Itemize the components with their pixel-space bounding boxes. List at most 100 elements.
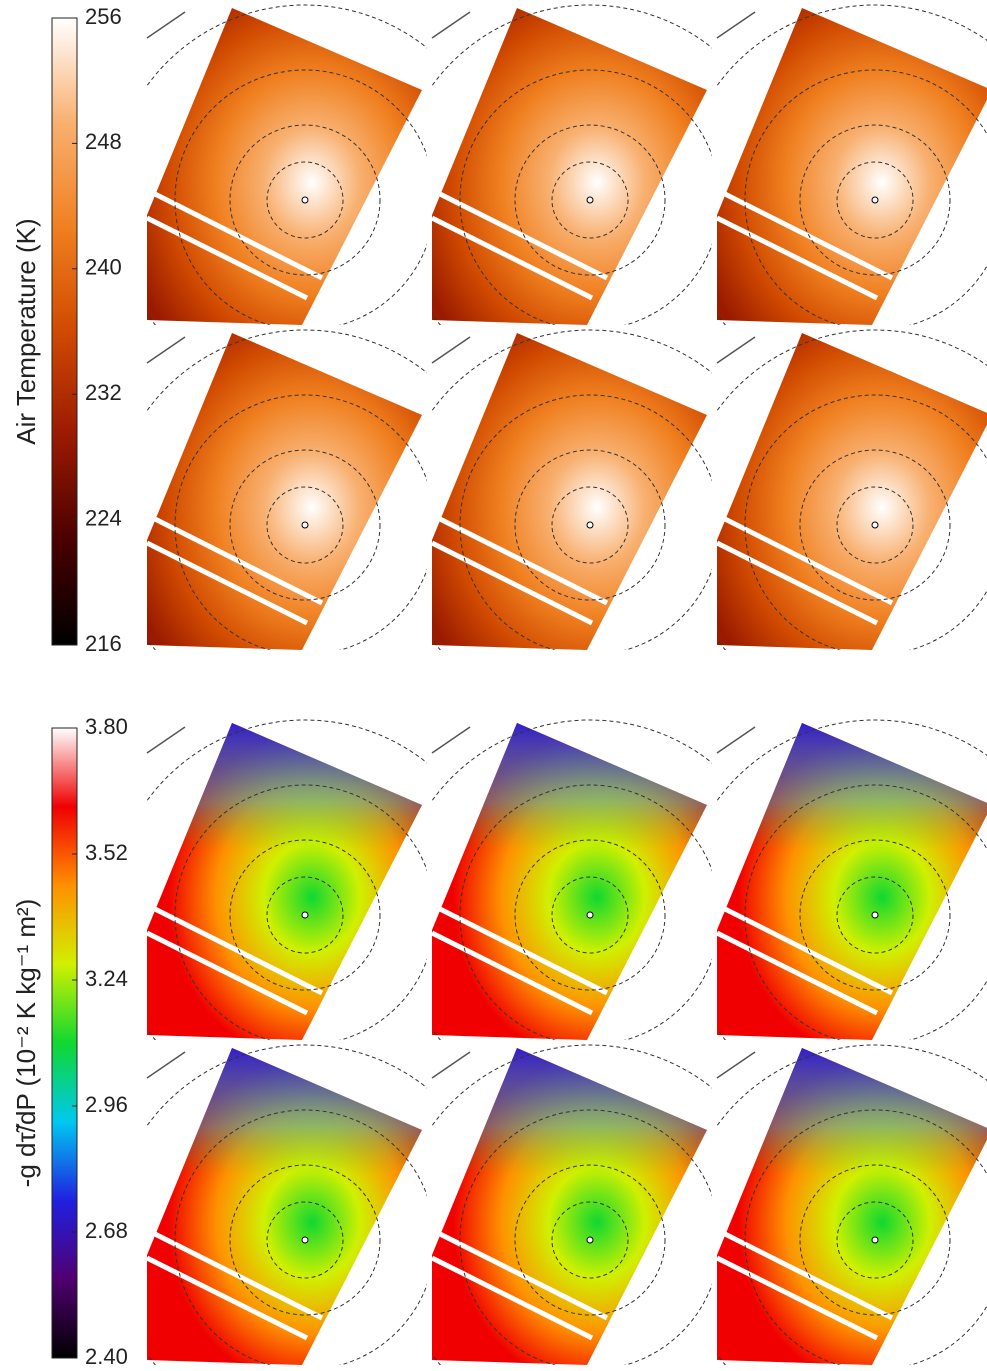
map-swath bbox=[717, 333, 987, 650]
center-mark bbox=[301, 196, 309, 204]
corner-mark bbox=[431, 1051, 471, 1079]
map-panel bbox=[715, 329, 987, 650]
corner-mark bbox=[716, 11, 756, 39]
gap-stripe bbox=[430, 187, 609, 281]
gap-stripe bbox=[430, 512, 609, 606]
map-panel bbox=[430, 719, 712, 1040]
map-panel bbox=[715, 1044, 987, 1365]
gap-stripe bbox=[715, 540, 879, 626]
map-panel bbox=[145, 329, 427, 650]
center-mark bbox=[871, 521, 879, 529]
corner-mark bbox=[716, 726, 756, 754]
gap-stripe bbox=[145, 512, 324, 606]
map-panel bbox=[430, 1044, 712, 1365]
tick-label: 3.80 bbox=[85, 714, 128, 739]
range-rings bbox=[432, 719, 712, 1040]
map-panel bbox=[145, 1044, 427, 1365]
center-mark bbox=[586, 521, 594, 529]
gap-stripe bbox=[430, 215, 594, 301]
tick-label: 256 bbox=[85, 4, 122, 29]
map-swath-top bbox=[717, 1048, 987, 1365]
range-rings bbox=[717, 329, 987, 650]
gap-stripe bbox=[145, 215, 309, 301]
tick-label: 3.52 bbox=[85, 840, 128, 865]
map-panel bbox=[715, 719, 987, 1040]
corner-mark bbox=[146, 336, 186, 364]
tick-label: 2.68 bbox=[85, 1218, 128, 1243]
map-swath-top bbox=[147, 723, 422, 1040]
colorbar bbox=[51, 17, 78, 646]
range-rings bbox=[147, 1044, 427, 1365]
gap-stripe bbox=[715, 215, 879, 301]
range-rings bbox=[147, 329, 427, 650]
gap-stripe bbox=[715, 1227, 894, 1321]
gap-stripe bbox=[145, 540, 309, 626]
map-panel bbox=[145, 719, 427, 1040]
gap-stripe bbox=[145, 1227, 324, 1321]
range-rings bbox=[147, 4, 427, 325]
map-swath-top bbox=[717, 723, 987, 1040]
map-panel bbox=[430, 329, 712, 650]
corner-mark bbox=[431, 726, 471, 754]
tick-label: 2.40 bbox=[85, 1344, 128, 1369]
range-rings bbox=[717, 719, 987, 1040]
range-rings bbox=[432, 4, 712, 325]
range-rings bbox=[147, 719, 427, 1040]
map-swath-top bbox=[432, 1048, 707, 1365]
gap-stripe bbox=[145, 902, 324, 996]
corner-mark bbox=[716, 336, 756, 364]
tick-label: 224 bbox=[85, 505, 122, 530]
gap-stripe bbox=[715, 187, 894, 281]
center-mark bbox=[871, 911, 879, 919]
corner-mark bbox=[146, 11, 186, 39]
gap-stripe bbox=[430, 1255, 594, 1341]
center-mark bbox=[301, 911, 309, 919]
map-swath-top bbox=[432, 723, 707, 1040]
corner-mark bbox=[146, 726, 186, 754]
center-mark bbox=[301, 521, 309, 529]
corner-mark bbox=[146, 1051, 186, 1079]
map-swath bbox=[717, 8, 987, 325]
range-rings bbox=[717, 4, 987, 325]
map-swath bbox=[432, 333, 707, 650]
colorbar-label: -g dτ̃/dP (10⁻² K kg⁻¹ m²) bbox=[11, 899, 41, 1188]
gap-stripe bbox=[145, 1255, 309, 1341]
corner-mark bbox=[431, 11, 471, 39]
map-swath bbox=[432, 8, 707, 325]
tick-label: 232 bbox=[85, 380, 122, 405]
gap-stripe bbox=[715, 902, 894, 996]
range-rings bbox=[717, 1044, 987, 1365]
corner-mark bbox=[431, 336, 471, 364]
tick-label: 216 bbox=[85, 631, 122, 656]
gap-stripe bbox=[430, 902, 609, 996]
corner-mark bbox=[716, 1051, 756, 1079]
range-rings bbox=[432, 329, 712, 650]
center-mark bbox=[871, 196, 879, 204]
tick-label: 248 bbox=[85, 129, 122, 154]
map-swath bbox=[147, 333, 422, 650]
gap-stripe bbox=[145, 930, 309, 1016]
center-mark bbox=[871, 1236, 879, 1244]
map-swath bbox=[147, 8, 422, 325]
map-panel bbox=[145, 4, 427, 325]
map-panel bbox=[430, 4, 712, 325]
center-mark bbox=[586, 1236, 594, 1244]
gap-stripe bbox=[715, 512, 894, 606]
gap-stripe bbox=[430, 1227, 609, 1321]
gap-stripe bbox=[715, 1255, 879, 1341]
gap-stripe bbox=[715, 930, 879, 1016]
map-panel bbox=[715, 4, 987, 325]
gap-stripe bbox=[145, 187, 324, 281]
map-swath-top bbox=[147, 1048, 422, 1365]
center-mark bbox=[586, 196, 594, 204]
tick-label: 240 bbox=[85, 255, 122, 280]
colorbar bbox=[51, 727, 78, 1359]
colorbar-label: Air Temperature (K) bbox=[11, 218, 41, 444]
gap-stripe bbox=[430, 540, 594, 626]
gap-stripe bbox=[430, 930, 594, 1016]
center-mark bbox=[586, 911, 594, 919]
center-mark bbox=[301, 1236, 309, 1244]
tick-label: 2.96 bbox=[85, 1092, 128, 1117]
tick-label: 3.24 bbox=[85, 966, 128, 991]
